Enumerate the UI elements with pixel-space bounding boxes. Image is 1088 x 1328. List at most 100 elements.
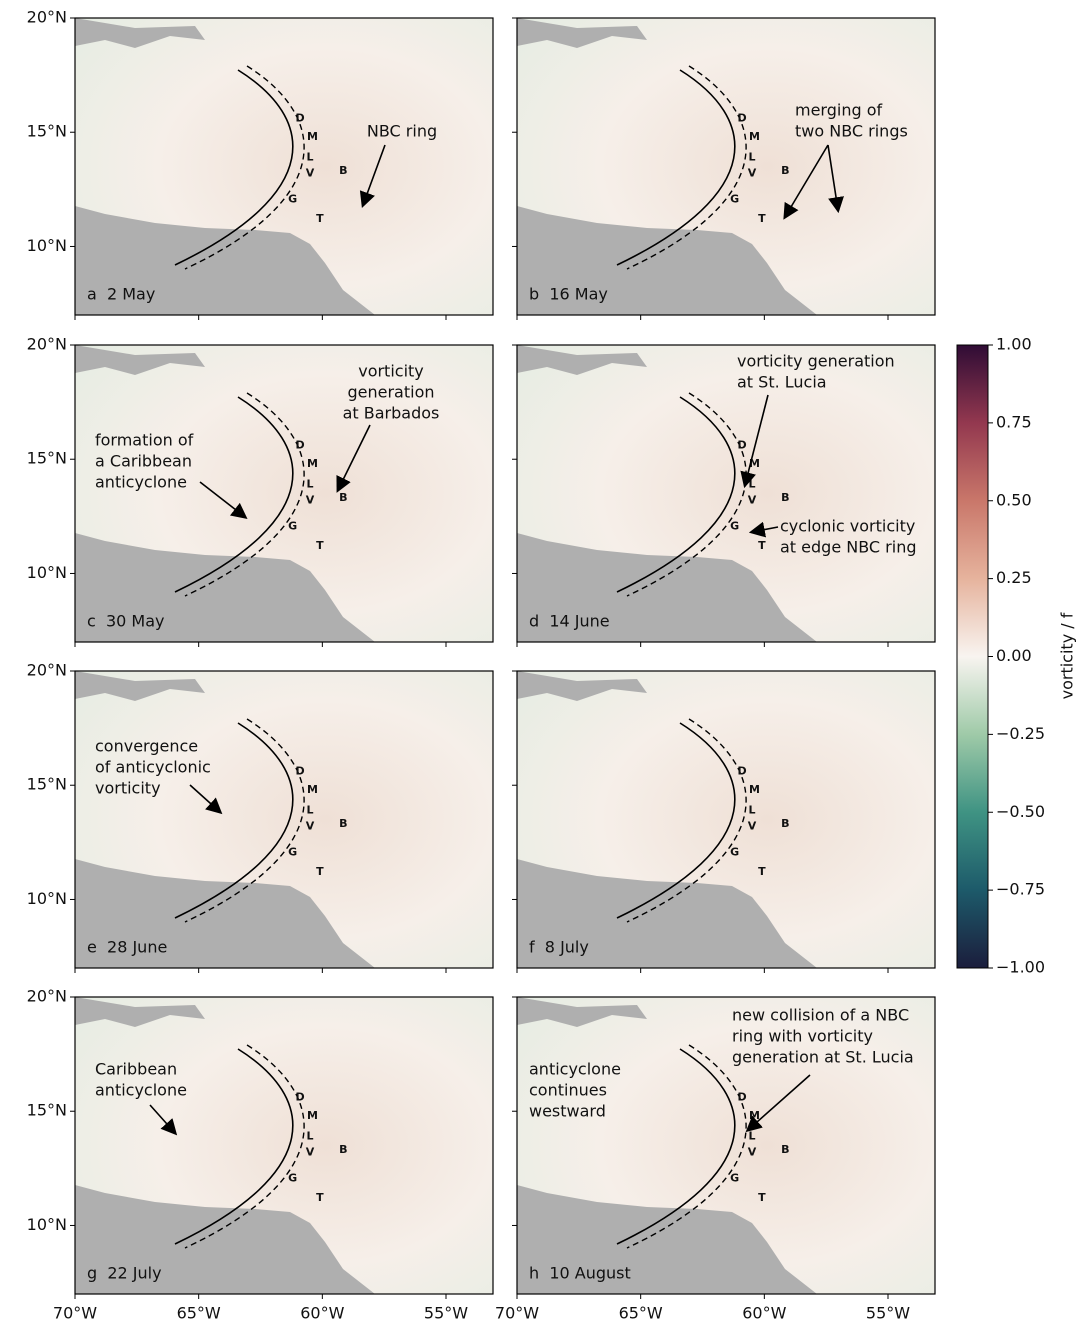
section-line [184,65,305,270]
annotation: formation of [95,431,194,450]
y-tick-label: 10°N [27,563,67,582]
island-label: D [296,1091,305,1104]
x-tick-label: 55°W [424,1304,468,1323]
annotation-arrow [189,784,223,815]
land [75,533,375,642]
y-tick-label: 15°N [27,449,67,468]
section-line [626,1044,747,1249]
island-label: T [316,865,324,878]
island-label: M [749,457,760,470]
colorbar-tick-label: −0.25 [996,724,1045,743]
island-label: B [339,817,347,830]
land [517,997,647,1027]
section-line [174,722,294,919]
land [517,671,647,701]
annotation: anticyclone [95,1081,187,1100]
land [517,206,817,315]
panel-label: h 10 August [529,1264,631,1283]
land [517,18,647,48]
island-label: D [738,112,747,125]
land [517,533,817,642]
island-label: V [748,493,757,506]
land [75,1185,375,1294]
island-label: V [748,1145,757,1158]
section-line [174,69,294,266]
island-label: T [316,212,324,225]
x-tick-label: 60°W [300,1304,344,1323]
panel-frame [74,670,494,969]
island-label: L [748,1129,755,1142]
panel-label: e 28 June [87,938,167,957]
island-label: G [288,1172,297,1185]
colorbar-tick-label: 0.50 [996,490,1032,509]
panel-frame [516,670,936,969]
section-line [626,65,747,270]
annotation-arrow [149,1104,178,1136]
panel-frame [74,17,494,316]
annotation: continues [529,1081,607,1100]
panel-label: g 22 July [87,1264,162,1283]
section-line [174,1048,294,1245]
annotation: ring with vorticity [732,1027,873,1046]
colorbar-tick-label: 0.25 [996,568,1032,587]
y-tick-label: 10°N [27,889,67,908]
annotation: of anticyclonic [95,758,211,777]
x-tick-label: 65°W [619,1304,663,1323]
island-label: D [296,765,305,778]
annotation-arrow [827,144,844,214]
island-label: T [316,539,324,552]
island-label: G [730,846,739,859]
island-label: M [307,457,318,470]
annotation: a Caribbean [95,452,192,471]
island-label: B [781,817,789,830]
island-label: G [730,193,739,206]
island-label: T [758,865,766,878]
y-tick-label: 20°N [27,987,67,1006]
island-label: M [749,1109,760,1122]
island-label: L [306,150,313,163]
panel-label: b 16 May [529,285,608,304]
annotation: at St. Lucia [737,373,827,392]
island-label: L [306,477,313,490]
annotation: Caribbean [95,1060,177,1079]
annotation: new collision of a NBC [732,1006,909,1025]
panel-label: d 14 June [529,612,610,631]
panel-label: a 2 May [87,285,155,304]
island-label: T [316,1191,324,1204]
colorbar [956,344,989,969]
section-line [184,718,305,923]
y-tick-label: 15°N [27,1101,67,1120]
annotation-arrow [199,481,248,519]
section-line [626,392,747,597]
section-line [616,1048,736,1245]
island-label: T [758,1191,766,1204]
island-label: B [339,1143,347,1156]
annotation: merging of [795,101,883,120]
island-label: V [748,166,757,179]
x-tick-label: 70°W [495,1304,539,1323]
annotation: at Barbados [343,404,440,423]
island-label: V [748,819,757,832]
island-label: D [738,439,747,452]
island-label: M [307,1109,318,1122]
x-tick-label: 70°W [53,1304,97,1323]
section-line [184,1044,305,1249]
island-label: B [339,164,347,177]
island-label: V [306,1145,315,1158]
island-label: L [748,803,755,816]
island-label: M [307,130,318,143]
island-label: L [748,477,755,490]
island-label: B [781,1143,789,1156]
annotation: anticyclone [95,473,187,492]
colorbar-tick-label: −1.00 [996,958,1045,977]
annotation: vorticity generation [737,352,895,371]
y-tick-label: 20°N [27,335,67,354]
island-label: V [306,166,315,179]
y-tick-label: 20°N [27,8,67,27]
